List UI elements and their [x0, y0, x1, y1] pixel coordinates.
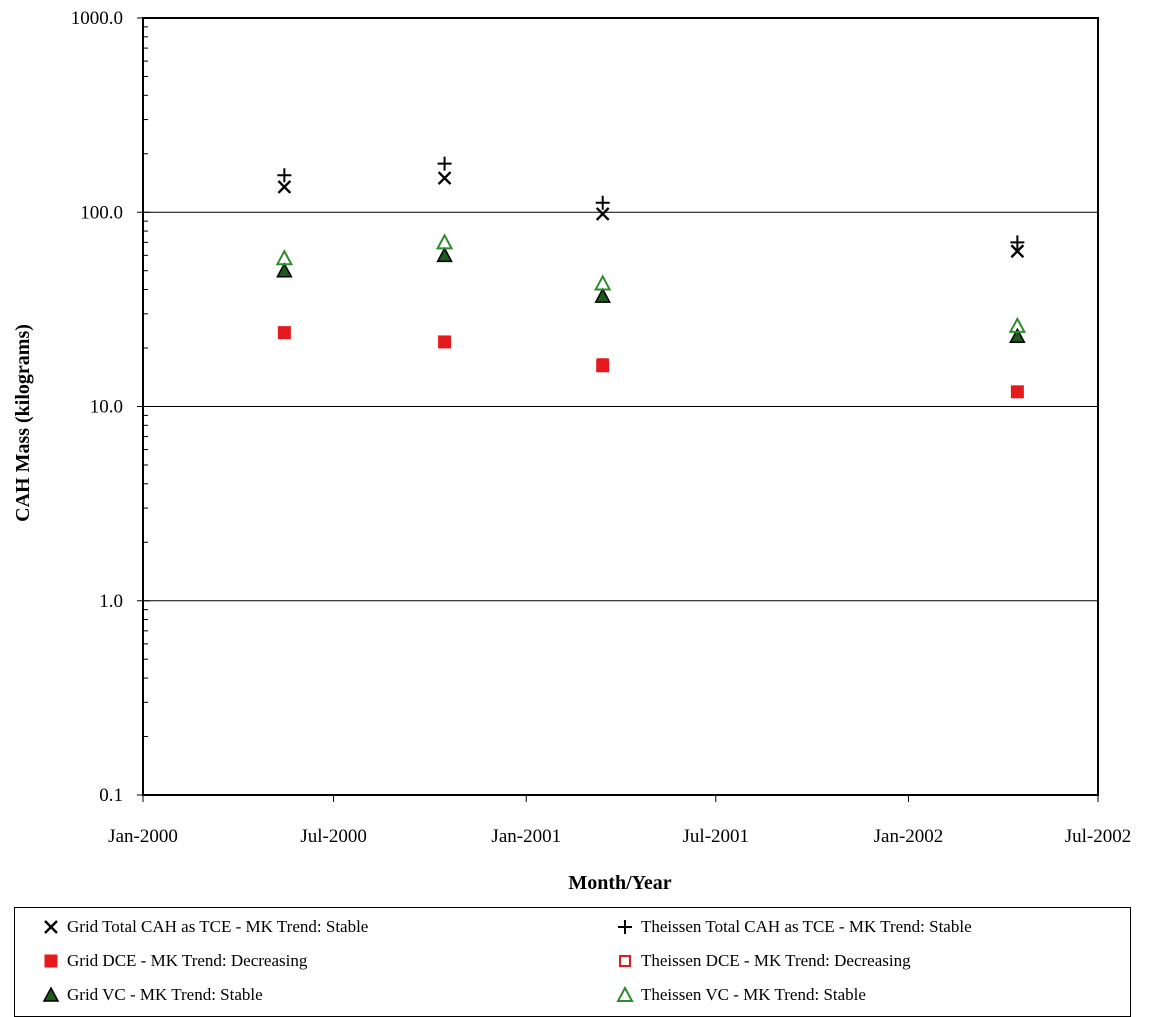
data-point-series-4	[438, 335, 451, 348]
data-point-series-2	[595, 195, 610, 210]
data-point-series-6	[1008, 316, 1027, 333]
x-tick-label: Jan-2001	[491, 826, 561, 847]
x-tick-label: Jul-2002	[1065, 826, 1132, 847]
x-tick-label: Jul-2000	[300, 826, 367, 847]
gridlines	[143, 211, 1098, 602]
legend-label: Grid Total CAH as TCE - MK Trend: Stable	[67, 917, 369, 936]
x-tick-label: Jan-2002	[874, 826, 944, 847]
legend-marker	[618, 920, 632, 934]
y-tick-label: 1000.0	[71, 8, 123, 29]
legend-label: Grid DCE - MK Trend: Decreasing	[67, 951, 308, 970]
legend-marker	[44, 920, 58, 934]
data-point-series-2	[437, 156, 452, 171]
legend-marker-icon	[618, 920, 632, 934]
legend-marker-icon	[619, 955, 631, 967]
legend-item-1: Grid Total CAH as TCE - MK Trend: Stable	[41, 915, 368, 939]
y-tick-label: 1.0	[99, 591, 123, 612]
legend-item-6: Theissen VC - MK Trend: Stable	[615, 983, 866, 1007]
axes: 0.1 1.0 10.0 100.0 1000.0 Jan-2000 Jul-2000 Jan…	[71, 8, 1132, 847]
data-point-series-5	[1009, 327, 1026, 343]
data-point-series-5	[436, 246, 453, 263]
y-tick-label: 0.1	[99, 785, 123, 806]
legend-label: Theissen Total CAH as TCE - MK Trend: St…	[641, 917, 972, 936]
data-point-series-5	[594, 287, 611, 303]
legend: Grid Total CAH as TCE - MK Trend: Stable…	[14, 907, 1131, 1017]
data-point-series-4	[278, 326, 291, 339]
legend-marker	[44, 954, 58, 968]
x-tick-label: Jul-2001	[683, 826, 750, 847]
legend-marker	[616, 985, 634, 1002]
y-tick-label: 100.0	[80, 202, 123, 223]
y-axis-title: CAH Mass (kilograms)	[12, 324, 34, 522]
legend-item-5: Grid VC - MK Trend: Stable	[41, 983, 263, 1007]
data-point-series-2	[277, 168, 292, 183]
y-tick-label: 10.0	[90, 397, 123, 418]
legend-marker-icon	[42, 986, 60, 1002]
data-point-series-5	[276, 262, 293, 278]
data-point-series-1	[1010, 244, 1025, 259]
legend-marker	[42, 986, 60, 1002]
legend-marker-icon	[616, 985, 634, 1002]
data-point-series-4	[1011, 385, 1024, 398]
x-axis-title: Month/Year	[568, 872, 671, 894]
legend-item-2: Theissen Total CAH as TCE - MK Trend: St…	[615, 915, 972, 939]
data-point-series-1	[277, 180, 292, 194]
data-point-series-4	[596, 358, 609, 371]
data-points	[275, 156, 1027, 399]
legend-marker-icon	[44, 954, 58, 968]
legend-item-3: Grid DCE - MK Trend: Decreasing	[41, 949, 307, 973]
legend-label: Theissen VC - MK Trend: Stable	[641, 985, 866, 1004]
legend-marker	[619, 955, 631, 967]
data-point-series-1	[595, 207, 610, 221]
legend-marker-icon	[44, 920, 58, 934]
data-point-series-2	[1010, 235, 1025, 250]
legend-label: Theissen DCE - MK Trend: Decreasing	[641, 951, 911, 970]
legend-label: Grid VC - MK Trend: Stable	[67, 985, 263, 1004]
data-point-series-6	[275, 249, 294, 266]
data-point-series-6	[594, 274, 612, 291]
legend-item-4: Theissen DCE - MK Trend: Decreasing	[615, 949, 911, 973]
chart: 0.1 1.0 10.0 100.0 1000.0 Jan-2000 Jul-2000 Jan…	[12, 8, 1132, 894]
x-tick-label: Jan-2000	[108, 826, 178, 847]
data-point-series-6	[435, 233, 454, 250]
data-point-series-1	[437, 171, 452, 185]
